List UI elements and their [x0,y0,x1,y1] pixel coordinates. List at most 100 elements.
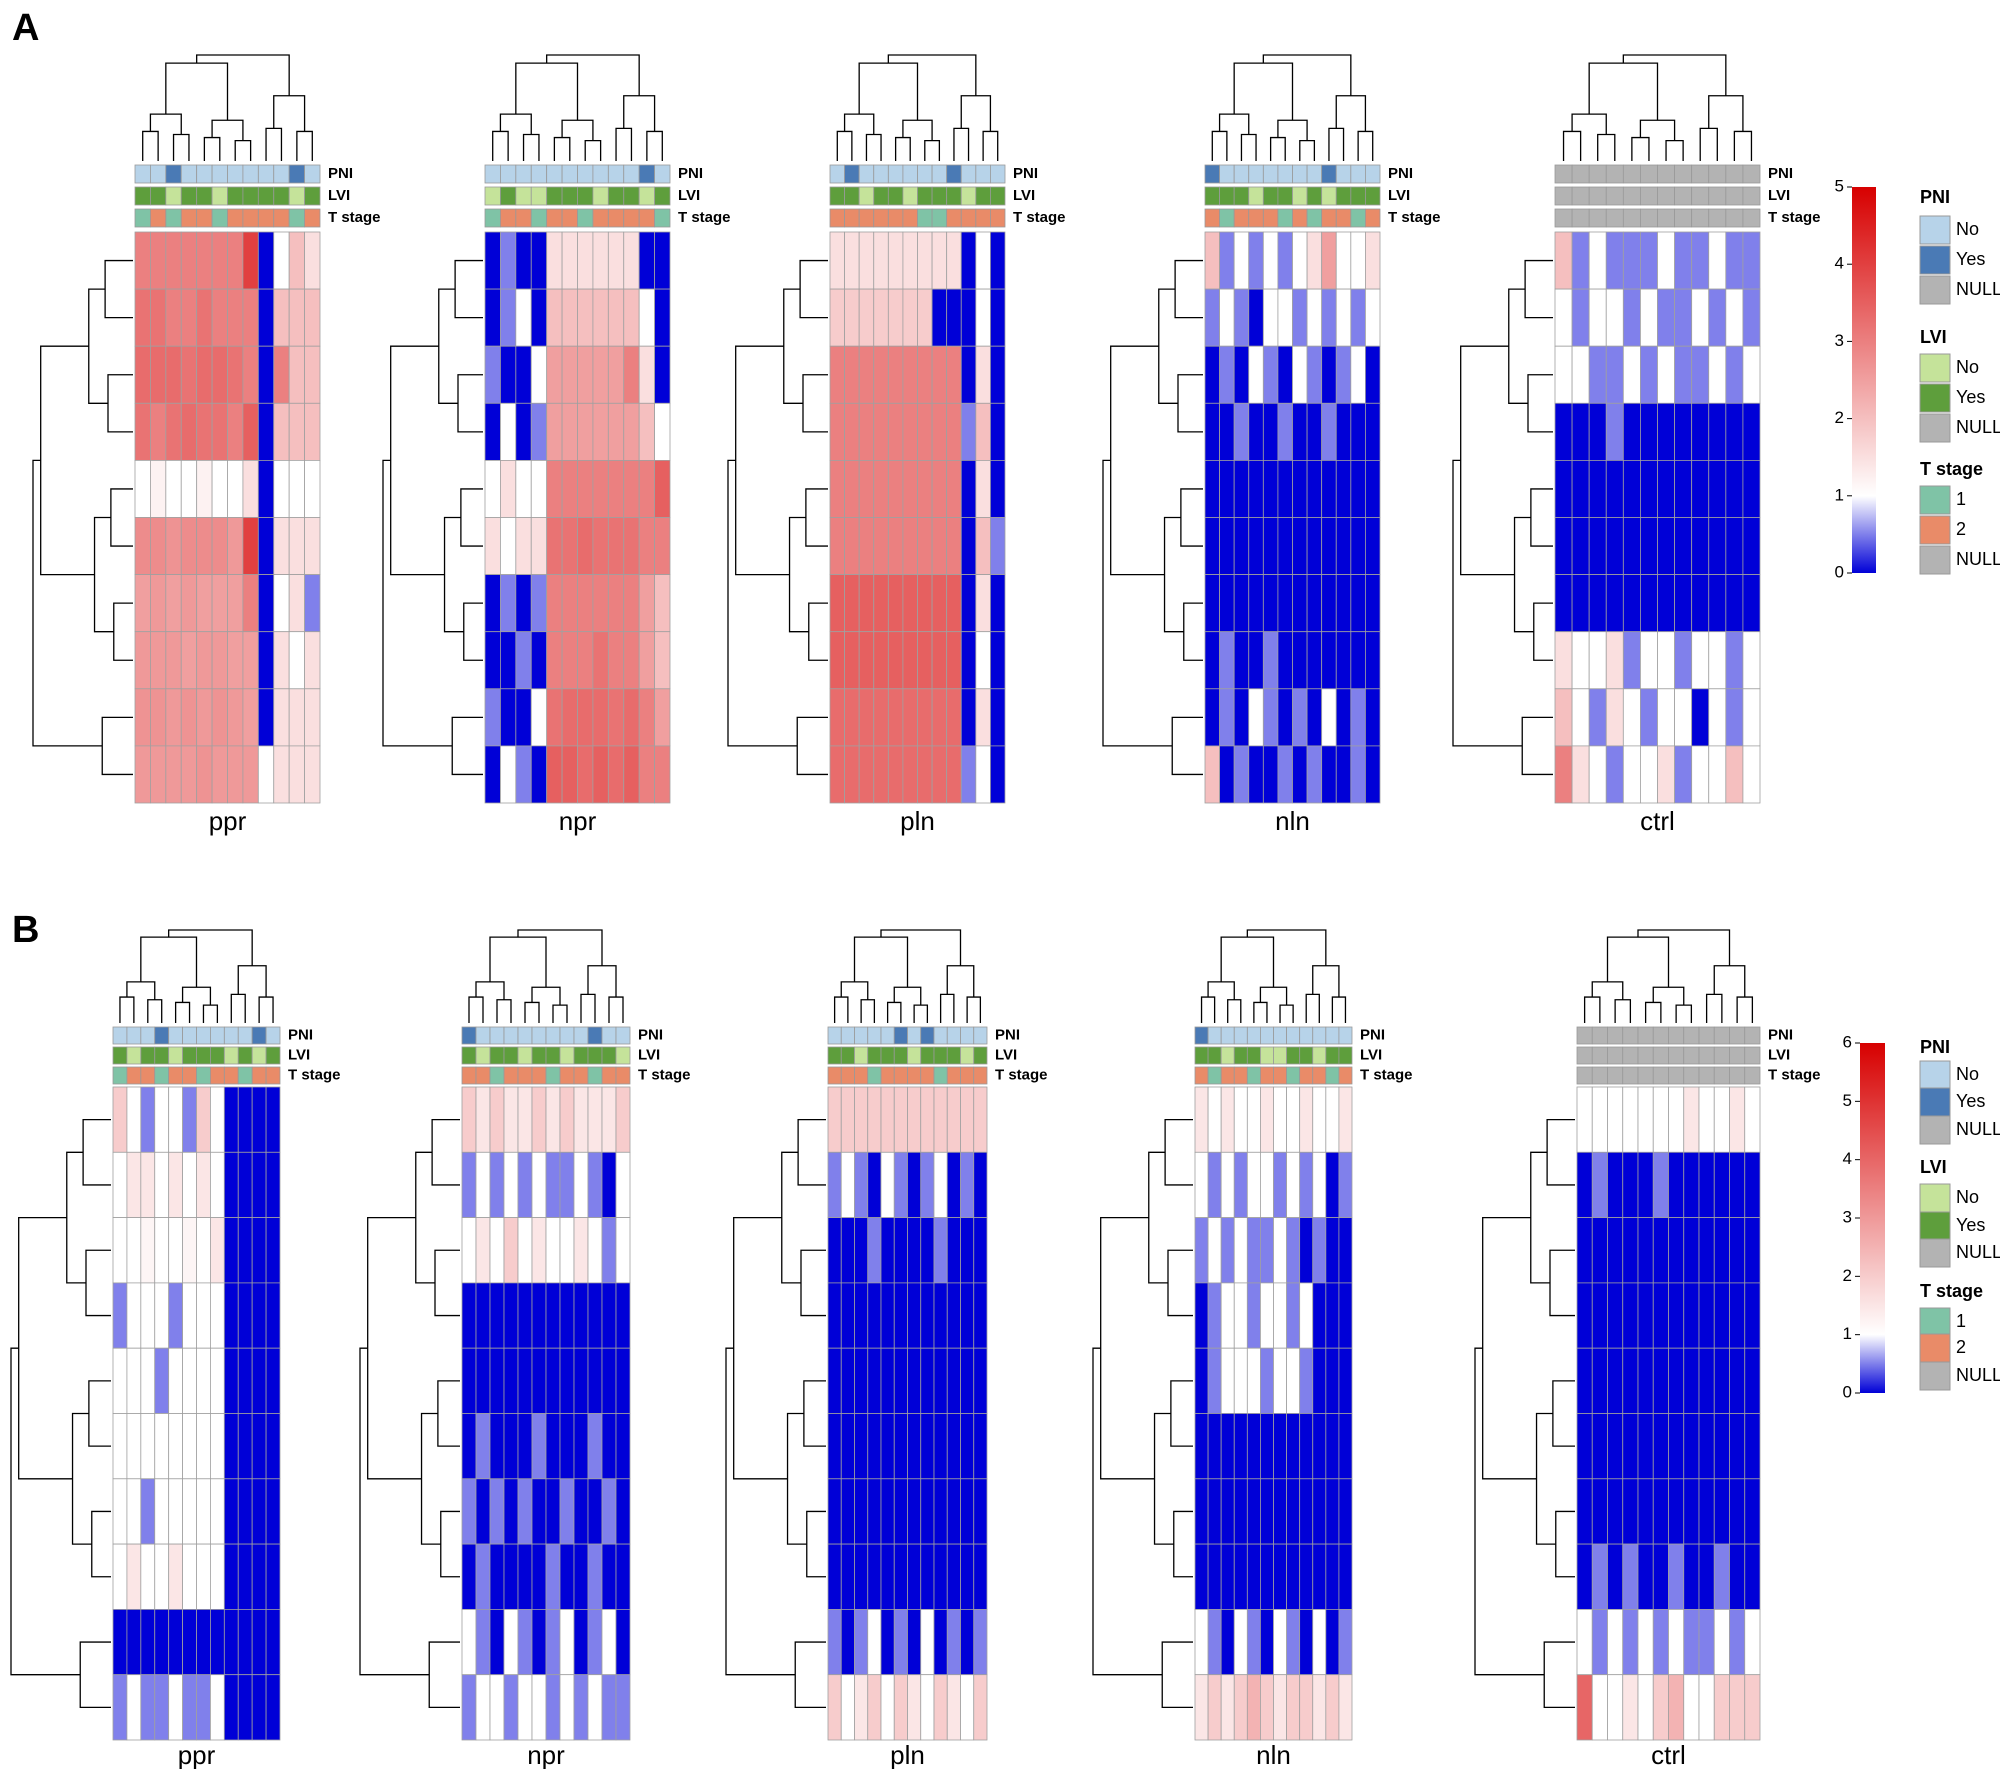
dendrogram-branch [1331,996,1347,1023]
heatmap-cell [503,1543,519,1610]
heatmap-cell [1637,1217,1654,1284]
heatmap-cell [601,1347,617,1414]
heatmap-cell [973,1609,988,1676]
annotation-cell [607,208,625,228]
heatmap-cell [1571,288,1590,347]
heatmap-cell [931,402,948,461]
annotation-cell [559,1026,575,1045]
heatmap-cell [917,288,933,347]
annotation-cell [288,164,305,184]
heatmap-cell [902,745,918,804]
track-label: T stage [328,209,381,226]
dendrogram-branch [32,459,103,747]
heatmap-cell [503,1609,519,1676]
annotation-cell [140,1026,156,1045]
heatmap-cell [615,1543,631,1610]
heatmap-cell [1299,1413,1314,1480]
heatmap-cell [960,574,977,633]
heatmap-cell [1246,1478,1261,1545]
heatmap-cell [251,1674,267,1741]
annotation-cell [607,186,625,206]
heatmap-cell [592,345,609,404]
heatmap-cell [1325,1674,1340,1741]
heatmap-cell [1652,1282,1669,1349]
heatmap-cell [484,231,501,290]
heatmap-cell [1299,1478,1314,1545]
annotation-cell [1204,164,1220,184]
heatmap-cell [1742,288,1761,347]
heatmap-cell [242,288,259,347]
heatmap-cell [1204,517,1220,575]
panel-label: B [12,909,39,951]
heatmap-cell [1744,1413,1761,1480]
annotation-cell [601,1026,617,1045]
dendrogram-branch [40,345,95,576]
heatmap-cell [1299,1674,1314,1741]
annotation-cell [887,186,904,206]
heatmap-cell [180,288,198,347]
heatmap-cell [973,1347,988,1414]
annotation-cell [515,208,532,228]
heatmap-cell [1248,745,1264,804]
dendrogram-branch [802,374,828,433]
heatmap-cell [1708,288,1727,347]
heatmap-cell [601,1609,617,1676]
annotation-cell [1292,208,1308,228]
heatmap-cell [1742,574,1761,633]
heatmap-cell [946,1478,961,1545]
annotation-cell [873,164,889,184]
legend-swatch [1919,1115,1951,1145]
track-label: PNI [1768,1026,1793,1043]
heatmap-cell [154,1282,170,1349]
heatmap-cell [500,631,517,690]
heatmap-cell [196,745,213,804]
heatmap-cell [1622,1282,1639,1349]
heatmap-cell [1204,745,1220,804]
dendrogram-branch [1299,139,1316,161]
heatmap-cell [573,1282,589,1349]
heatmap-cell [517,1543,533,1610]
heatmap-cell [887,574,904,633]
heatmap-cell [1260,1413,1274,1480]
heatmap-cell [273,574,290,633]
heatmap-cell [1554,288,1573,347]
heatmap-cell [607,345,625,404]
heatmap-cell [140,1609,156,1676]
heatmap-cell [196,1347,211,1414]
heatmap-cell [150,288,167,347]
heatmap-cell [1365,459,1381,518]
heatmap-cell [515,231,532,290]
heatmap-cell [1657,345,1675,404]
heatmap-cell [1219,231,1235,290]
heatmap-cell [975,345,991,404]
heatmap-cell [920,1151,935,1219]
dendrogram-branch [960,95,992,132]
legend-swatch [1919,1087,1951,1117]
heatmap-name: ppr [209,806,247,836]
heatmap-cell [223,1217,239,1284]
annotation-cell [154,1066,170,1085]
heatmap-cell [1742,745,1761,804]
heatmap-cell [1248,517,1264,575]
heatmap-cell [1640,402,1658,461]
annotation-cell [223,1066,239,1085]
heatmap-cell [140,1674,156,1741]
annotation-cell [960,186,977,206]
dendrogram-branch [428,1641,460,1708]
heatmap-cell [960,459,977,518]
dendrogram-branch [552,1004,568,1023]
heatmap-cell [1194,1217,1209,1284]
heatmap-cell [227,574,244,633]
heatmap-cell [237,1478,253,1545]
heatmap-cell [1306,631,1323,690]
heatmap-cell [546,745,563,804]
heatmap-cell [573,1413,589,1480]
heatmap-cell [546,459,563,518]
heatmap-cell [1729,1478,1746,1545]
heatmap-cell [827,1347,842,1414]
heatmap-cell [196,288,213,347]
heatmap-cell [165,631,182,690]
heatmap-cell [489,1151,505,1219]
heatmap-cell [112,1413,128,1480]
heatmap-cell [1321,231,1337,290]
